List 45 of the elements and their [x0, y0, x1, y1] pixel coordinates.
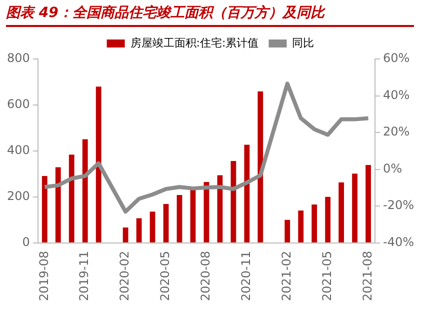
y2-tick-label: -20%: [383, 198, 414, 212]
bar: [217, 175, 223, 242]
bar: [230, 161, 236, 242]
bar: [55, 167, 61, 242]
bar: [176, 195, 182, 242]
x-tick-label: 2020-11: [239, 250, 254, 301]
x-tick-label: 2019-11: [77, 250, 92, 301]
y2-tick-label: 60%: [383, 51, 410, 66]
y2-tick-label: -40%: [383, 234, 414, 249]
x-tick-label: 2020-02: [118, 250, 132, 301]
bar: [284, 220, 290, 242]
bar: [338, 182, 344, 242]
y2-tick-label: 0%: [383, 161, 402, 176]
y-tick-label: 400: [7, 143, 30, 158]
x-tick-label: 2020-08: [198, 250, 213, 301]
legend-label: 房屋竣工面积:住宅:累计值: [130, 36, 259, 50]
bar: [190, 189, 196, 242]
y-tick-label: 200: [7, 189, 30, 204]
y-tick-label: 800: [7, 51, 30, 66]
bar: [68, 154, 74, 242]
y-tick-label: 0: [22, 234, 30, 249]
x-tick-label: 2019-08: [36, 250, 51, 301]
bar: [258, 91, 264, 242]
bar: [136, 218, 142, 242]
y-tick-label: 600: [7, 97, 30, 112]
bar: [163, 204, 169, 242]
bar: [244, 144, 250, 242]
bar: [312, 204, 318, 242]
legend-label: 同比: [292, 36, 314, 50]
bar: [42, 176, 48, 242]
x-tick-label: 2021-05: [320, 250, 334, 301]
bar: [96, 86, 102, 242]
bar: [150, 212, 156, 242]
bar: [82, 139, 88, 242]
bar: [366, 164, 371, 242]
bar: [298, 210, 304, 242]
y2-tick-label: 20%: [383, 124, 410, 139]
x-tick-label: 2020-05: [158, 250, 172, 301]
bar: [352, 174, 358, 242]
x-tick-label: 2021-08: [360, 250, 374, 301]
bar: [122, 227, 128, 242]
x-tick-label: 2021-02: [279, 250, 294, 301]
bar: [325, 196, 330, 242]
y2-tick-label: 40%: [383, 88, 410, 102]
chart-title: 图表 49：全国商品住宅竣工面积（百万方）及同比: [6, 4, 414, 27]
